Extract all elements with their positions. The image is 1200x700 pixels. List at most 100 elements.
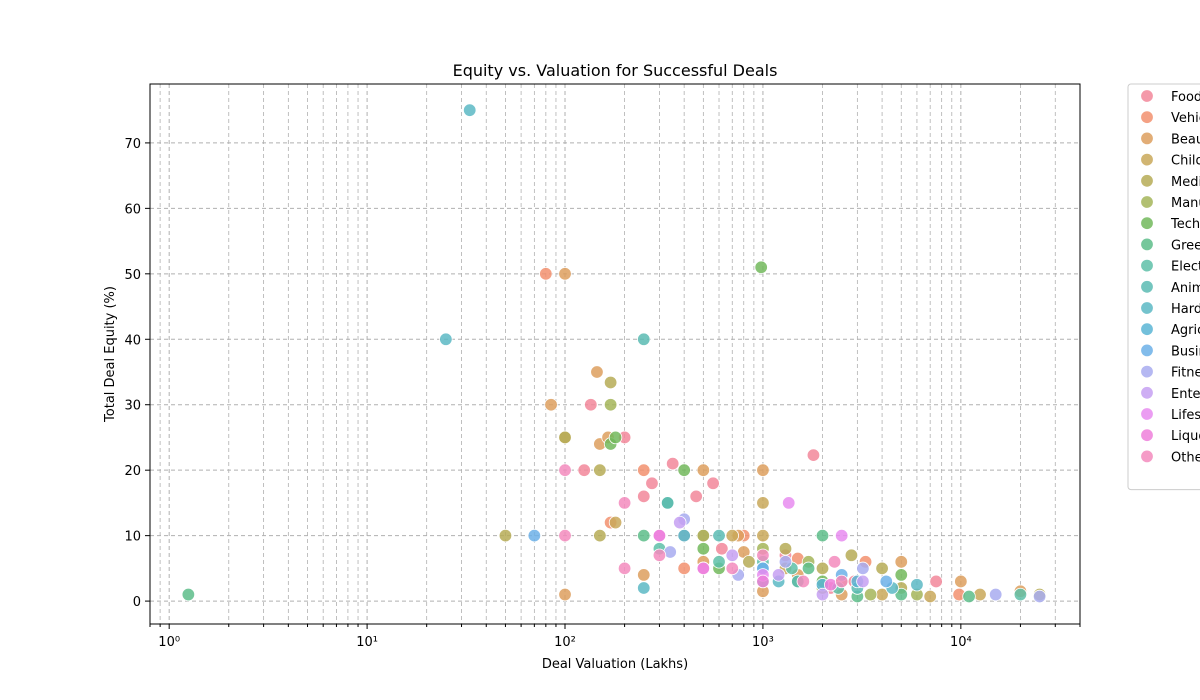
data-point bbox=[637, 568, 651, 582]
y-tick-label: 60 bbox=[124, 202, 141, 217]
data-point bbox=[863, 587, 878, 602]
data-point bbox=[875, 561, 889, 576]
plot-frame bbox=[149, 83, 1081, 625]
x-axis-title: Deal Valuation (Lakhs) bbox=[542, 657, 688, 672]
data-point bbox=[696, 528, 711, 543]
legend-marker bbox=[1140, 110, 1154, 124]
legend-marker bbox=[1140, 280, 1154, 294]
data-point bbox=[778, 555, 793, 569]
y-tick-label: 10 bbox=[124, 530, 141, 545]
legend-label: Business bbox=[1171, 344, 1200, 359]
data-point bbox=[742, 555, 756, 569]
y-tick-label: 30 bbox=[124, 399, 141, 414]
data-point bbox=[894, 587, 908, 602]
data-point bbox=[608, 515, 623, 530]
legend-label: Green bbox=[1171, 238, 1200, 253]
legend-label: Technology bbox=[1170, 217, 1200, 232]
data-point bbox=[603, 375, 618, 390]
data-point bbox=[637, 463, 651, 477]
data-point bbox=[463, 103, 477, 117]
legend-marker bbox=[1140, 343, 1154, 358]
legend-marker bbox=[1140, 258, 1154, 273]
data-point bbox=[929, 574, 943, 589]
data-point bbox=[652, 548, 667, 562]
data-point bbox=[696, 463, 711, 477]
x-tick-label: 10⁴ bbox=[950, 635, 972, 650]
y-tick-label: 40 bbox=[124, 333, 141, 348]
data-point bbox=[962, 589, 976, 604]
data-point bbox=[673, 515, 687, 530]
legend-label: Fitness bbox=[1171, 366, 1200, 381]
data-point bbox=[584, 398, 598, 412]
legend-marker bbox=[1140, 216, 1154, 230]
data-point bbox=[910, 578, 924, 592]
legend-marker bbox=[1140, 407, 1154, 421]
data-point bbox=[608, 430, 623, 445]
data-point bbox=[677, 561, 691, 576]
y-tick-label: 50 bbox=[124, 268, 141, 283]
data-point bbox=[778, 542, 793, 556]
data-point bbox=[834, 528, 849, 543]
data-point bbox=[558, 528, 572, 543]
data-point bbox=[660, 496, 675, 510]
x-axis-ticks: 10⁰ 10¹ 10² 10³ 10⁴ bbox=[149, 624, 1081, 650]
data-point bbox=[696, 542, 711, 556]
data-point bbox=[756, 574, 770, 589]
legend-label: Other bbox=[1171, 450, 1200, 465]
data-point bbox=[856, 561, 870, 576]
data-point bbox=[498, 528, 513, 543]
data-point bbox=[806, 448, 821, 462]
data-point bbox=[725, 528, 739, 543]
legend-marker bbox=[1140, 131, 1154, 146]
y-axis-ticks: 0 10 20 30 40 50 60 70 bbox=[124, 137, 150, 610]
data-point bbox=[689, 489, 703, 504]
data-point bbox=[706, 476, 720, 490]
legend-label: Hardware bbox=[1171, 302, 1200, 317]
legend-label: Liquor bbox=[1171, 429, 1200, 444]
data-point bbox=[558, 463, 572, 477]
data-point bbox=[617, 561, 632, 576]
data-point bbox=[544, 398, 558, 412]
data-point bbox=[590, 365, 604, 379]
data-point bbox=[796, 574, 811, 589]
data-point bbox=[696, 561, 711, 576]
data-point bbox=[815, 587, 830, 602]
legend-marker bbox=[1140, 386, 1154, 400]
legend-marker bbox=[1140, 322, 1154, 336]
data-points bbox=[181, 103, 1047, 604]
data-point bbox=[558, 267, 572, 281]
data-point bbox=[894, 568, 908, 582]
data-point bbox=[754, 260, 768, 274]
data-point bbox=[954, 574, 968, 589]
legend-marker bbox=[1140, 195, 1154, 209]
data-point bbox=[801, 561, 816, 576]
legend-label: Lifestyle bbox=[1171, 408, 1200, 423]
data-point bbox=[637, 489, 651, 504]
legend-marker bbox=[1140, 428, 1154, 442]
data-point bbox=[637, 581, 651, 595]
data-point bbox=[593, 528, 607, 543]
data-point bbox=[715, 542, 729, 556]
y-tick-label: 20 bbox=[124, 464, 141, 479]
x-tick-label: 10⁰ bbox=[158, 635, 180, 650]
data-point bbox=[815, 561, 830, 576]
data-point bbox=[827, 555, 842, 569]
data-point bbox=[637, 332, 651, 346]
data-point bbox=[771, 568, 786, 582]
data-point bbox=[181, 587, 196, 602]
data-point bbox=[652, 528, 667, 543]
legend-label: Vehicles bbox=[1171, 111, 1200, 126]
data-point bbox=[756, 496, 770, 510]
data-point bbox=[725, 561, 739, 576]
data-point bbox=[439, 332, 453, 346]
data-point bbox=[756, 528, 770, 543]
data-point bbox=[725, 548, 739, 562]
legend-label: Manufacturing bbox=[1171, 196, 1200, 211]
legend-label: Food bbox=[1171, 90, 1200, 105]
legend-marker bbox=[1140, 449, 1154, 464]
legend-marker bbox=[1140, 152, 1154, 167]
x-tick-label: 10¹ bbox=[356, 635, 378, 650]
data-point bbox=[1032, 589, 1047, 604]
data-point bbox=[856, 574, 870, 589]
legend-marker bbox=[1140, 89, 1154, 103]
